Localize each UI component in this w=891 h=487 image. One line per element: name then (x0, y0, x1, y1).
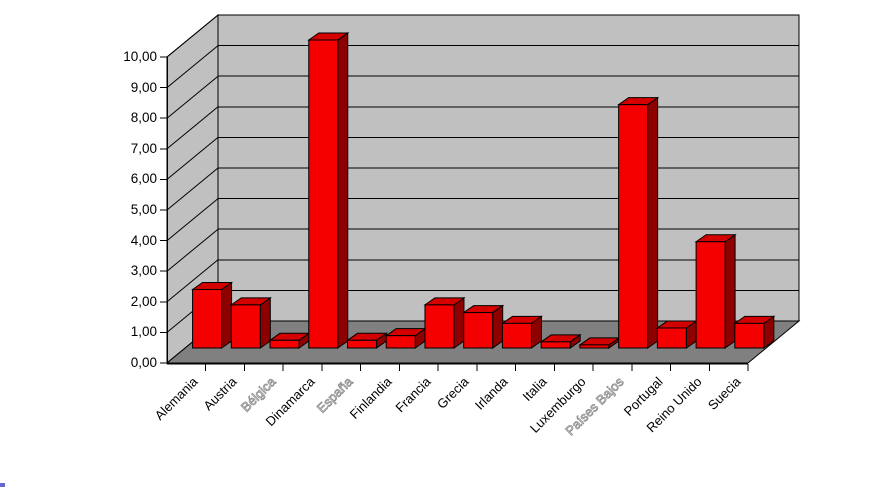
bar-luxemburgo[interactable] (579, 344, 610, 349)
bar-side-paises-bajos[interactable] (647, 96, 659, 349)
bar-side-alemania[interactable] (221, 281, 233, 349)
gridline-side (166, 106, 219, 150)
y-axis-label: 3,00 (130, 263, 157, 279)
y-axis-label: 5,00 (130, 202, 157, 217)
y-axis-label: 2,00 (130, 293, 157, 309)
y-axis-label: 6,00 (130, 171, 157, 187)
bar-grecia[interactable] (463, 312, 494, 349)
bar-dinamarca[interactable] (308, 39, 339, 349)
bar-austria[interactable] (230, 304, 261, 349)
y-axis-label: 10,00 (123, 49, 157, 64)
gridline-side (166, 137, 219, 180)
bar-finlandia[interactable] (385, 335, 416, 349)
gridline-side (166, 228, 219, 272)
gridline-side (166, 14, 219, 58)
bar-francia[interactable] (424, 304, 455, 349)
bar-side-austria[interactable] (259, 296, 271, 349)
bar-belgica[interactable] (269, 339, 300, 349)
bar-side-dinamarca[interactable] (337, 32, 349, 349)
bar-italia[interactable] (540, 341, 571, 349)
bar-paises-bajos[interactable] (618, 104, 649, 349)
y-axis-label: 8,00 (130, 110, 157, 126)
y-axis-label: 0,00 (130, 355, 157, 370)
bar-reino-unido[interactable] (695, 241, 726, 349)
bar-suecia[interactable] (734, 322, 765, 349)
bar-side-francia[interactable] (453, 296, 465, 349)
bar-irlanda[interactable] (501, 322, 532, 349)
y-axis-label: 1,00 (130, 324, 157, 340)
bar-alemania[interactable] (192, 288, 223, 349)
y-axis-label: 7,00 (130, 140, 157, 156)
gridline-side (166, 45, 219, 88)
bar-portugal[interactable] (656, 327, 687, 349)
bar-side-reino-unido[interactable] (724, 233, 736, 349)
gridline-side (166, 259, 219, 303)
gridline-side (166, 198, 219, 241)
y-axis-label: 9,00 (130, 79, 157, 95)
gridline-side (166, 75, 219, 119)
corner-artifact (0, 483, 5, 487)
bar-espana[interactable] (346, 339, 377, 349)
gridline-side (166, 167, 219, 211)
y-axis-label: 4,00 (130, 232, 157, 248)
